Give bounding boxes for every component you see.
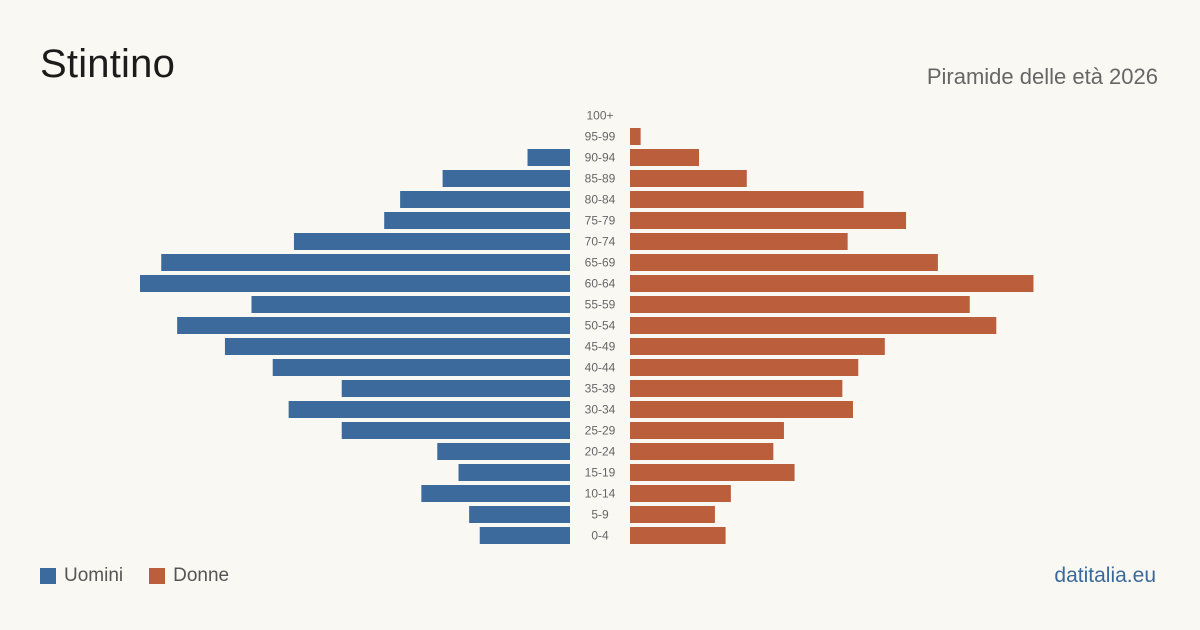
bar-men-20-24 (437, 443, 570, 460)
age-group-label: 10-14 (585, 487, 616, 501)
bar-men-0-4 (479, 527, 570, 544)
brand-link[interactable]: datitalia.eu (1054, 564, 1156, 587)
bar-men-65-69 (161, 254, 571, 271)
bar-women-5-9 (630, 506, 715, 523)
bar-women-40-44 (630, 359, 859, 376)
age-group-label: 35-39 (585, 382, 616, 396)
age-group-label: 40-44 (585, 361, 616, 375)
age-group-label: 20-24 (585, 445, 616, 459)
bar-men-15-19 (458, 464, 570, 481)
bar-men-10-14 (421, 485, 570, 502)
bar-women-60-64 (630, 275, 1034, 292)
bar-women-15-19 (630, 464, 795, 481)
bar-women-85-89 (630, 170, 747, 187)
legend-swatch-women (149, 568, 166, 584)
legend-swatch-men (40, 568, 56, 584)
age-group-label: 65-69 (585, 256, 616, 270)
bar-women-0-4 (630, 527, 726, 544)
age-group-label: 55-59 (585, 298, 616, 312)
bar-women-80-84 (630, 191, 864, 208)
bar-women-25-29 (630, 422, 784, 439)
bar-women-30-34 (630, 401, 853, 418)
age-group-label: 0-4 (591, 529, 609, 543)
age-group-label: 100+ (586, 109, 613, 123)
bar-men-90-94 (527, 149, 570, 166)
bar-women-75-79 (630, 212, 907, 229)
age-group-label: 15-19 (585, 466, 616, 480)
bar-women-95-99 (630, 128, 641, 145)
age-group-label: 85-89 (585, 172, 616, 186)
bar-women-35-39 (630, 380, 843, 397)
bar-women-90-94 (630, 149, 700, 166)
age-group-label: 30-34 (585, 403, 616, 417)
bar-women-50-54 (630, 317, 997, 334)
age-group-label: 50-54 (585, 319, 616, 333)
legend-item-men: Uomini (40, 565, 123, 587)
age-group-label: 95-99 (585, 130, 616, 144)
bar-men-50-54 (177, 317, 570, 334)
bar-women-65-69 (630, 254, 938, 271)
legend-label-women: Donne (173, 565, 230, 586)
legend-label-men: Uomini (64, 565, 124, 586)
bar-men-40-44 (272, 359, 570, 376)
age-group-label: 5-9 (591, 508, 609, 522)
bar-women-45-49 (630, 338, 885, 355)
chart-subtitle: Piramide delle età 2026 (926, 64, 1158, 89)
age-group-label: 90-94 (585, 151, 616, 165)
legend-item-women: Donne (149, 565, 229, 587)
page-title: Stintino (40, 42, 176, 86)
bar-women-70-74 (630, 233, 848, 250)
age-group-label: 75-79 (585, 214, 616, 228)
bar-men-35-39 (341, 380, 570, 397)
age-group-label: 60-64 (585, 277, 616, 291)
age-group-label: 25-29 (585, 424, 616, 438)
bar-men-30-34 (288, 401, 570, 418)
bar-men-45-49 (224, 338, 570, 355)
chart-legend: Uomini Donne (40, 565, 255, 587)
bar-men-85-89 (442, 170, 570, 187)
bar-men-60-64 (140, 275, 570, 292)
bar-men-5-9 (469, 506, 570, 523)
bar-men-75-79 (384, 212, 570, 229)
bar-women-10-14 (630, 485, 731, 502)
age-group-label: 80-84 (585, 193, 616, 207)
age-group-label: 70-74 (585, 235, 616, 249)
age-group-label: 45-49 (585, 340, 616, 354)
bar-men-80-84 (400, 191, 570, 208)
bar-men-25-29 (341, 422, 570, 439)
bar-women-20-24 (630, 443, 774, 460)
bar-men-55-59 (251, 296, 570, 313)
bar-women-55-59 (630, 296, 970, 313)
bar-men-70-74 (293, 233, 570, 250)
